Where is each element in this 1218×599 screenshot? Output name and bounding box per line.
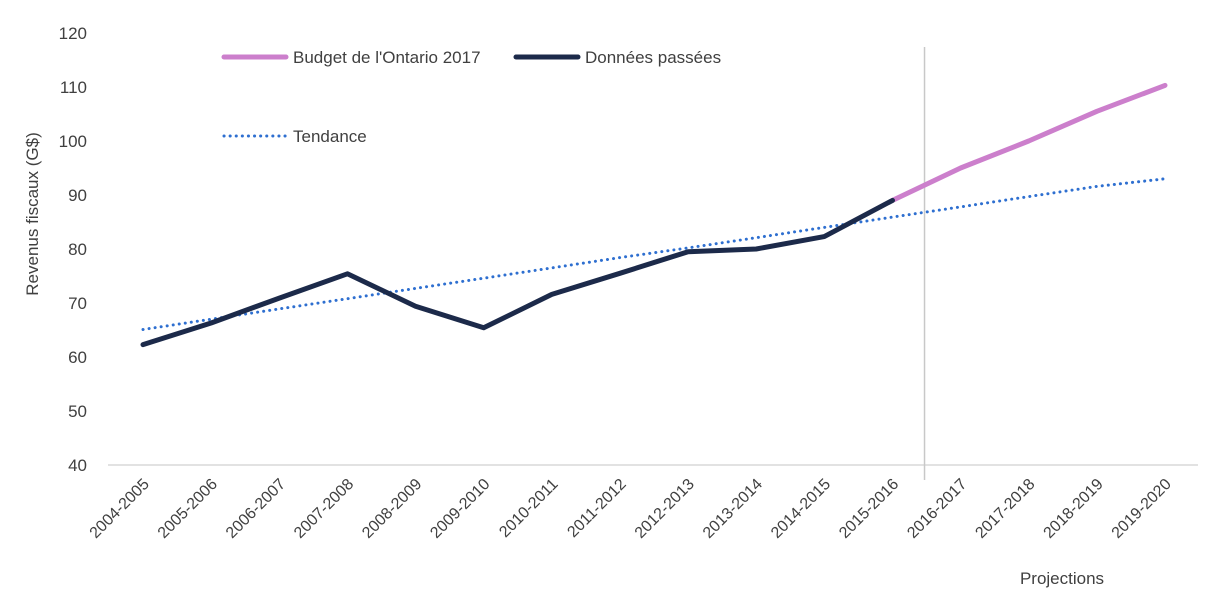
y-axis-label: Revenus fiscaux (G$) <box>23 132 42 295</box>
historical-series-line <box>140 197 895 348</box>
x-tick-label: 2005-2006 <box>155 476 221 542</box>
y-tick-label: 60 <box>68 348 87 367</box>
y-tick-label: 70 <box>68 294 87 313</box>
x-tick-label: 2016-2017 <box>904 476 970 542</box>
series-layer <box>140 82 1168 348</box>
x-tick-label: 2013-2014 <box>700 476 766 542</box>
y-tick-label: 110 <box>60 78 87 97</box>
y-tick-label: 120 <box>59 24 87 43</box>
x-tick-label: 2011-2012 <box>564 476 629 541</box>
x-tick-label: 2010-2011 <box>496 476 561 541</box>
y-tick-label: 100 <box>59 132 87 151</box>
x-axis: 2004-2005 2005-2006 2006-2007 2007-2008 2008… <box>87 464 1198 542</box>
projections-label: Projections <box>1020 569 1104 588</box>
y-tick-label: 80 <box>68 240 87 259</box>
legend-label: Tendance <box>293 127 367 146</box>
y-tick-label: 90 <box>68 186 87 205</box>
x-tick-label: 2009-2010 <box>427 476 493 542</box>
x-tick-label: 2019-2020 <box>1109 476 1175 542</box>
y-axis: 40 50 60 70 80 90 100 110 120 <box>59 24 87 475</box>
legend-label: Données passées <box>585 48 721 67</box>
legend-label: Budget de l'Ontario 2017 <box>293 48 481 67</box>
x-tick-label: 2012-2013 <box>632 476 698 542</box>
x-tick-label: 2018-2019 <box>1041 476 1107 542</box>
x-tick-label: 2006-2007 <box>223 476 289 542</box>
y-tick-label: 50 <box>68 402 87 421</box>
x-tick-label: 2015-2016 <box>836 476 902 542</box>
budget-series-line <box>890 82 1168 203</box>
x-tick-label: 2004-2005 <box>87 476 153 542</box>
legend: Budget de l'Ontario 2017 Données passées T… <box>221 48 721 146</box>
x-tick-label: 2017-2018 <box>972 476 1038 542</box>
x-tick-label: 2008-2009 <box>359 476 425 542</box>
x-tick-label: 2007-2008 <box>291 476 357 542</box>
x-tick-label: 2014-2015 <box>768 476 834 542</box>
trend-series-line <box>141 177 1167 331</box>
y-tick-label: 40 <box>68 456 87 475</box>
